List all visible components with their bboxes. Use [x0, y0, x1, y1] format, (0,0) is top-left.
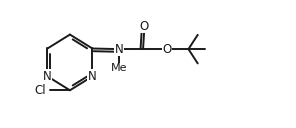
Text: Cl: Cl	[34, 84, 46, 97]
Text: Me: Me	[111, 63, 127, 73]
Text: N: N	[115, 43, 123, 56]
Text: O: O	[140, 19, 149, 33]
Text: O: O	[163, 43, 172, 56]
Text: N: N	[43, 70, 52, 83]
Text: N: N	[88, 70, 97, 83]
